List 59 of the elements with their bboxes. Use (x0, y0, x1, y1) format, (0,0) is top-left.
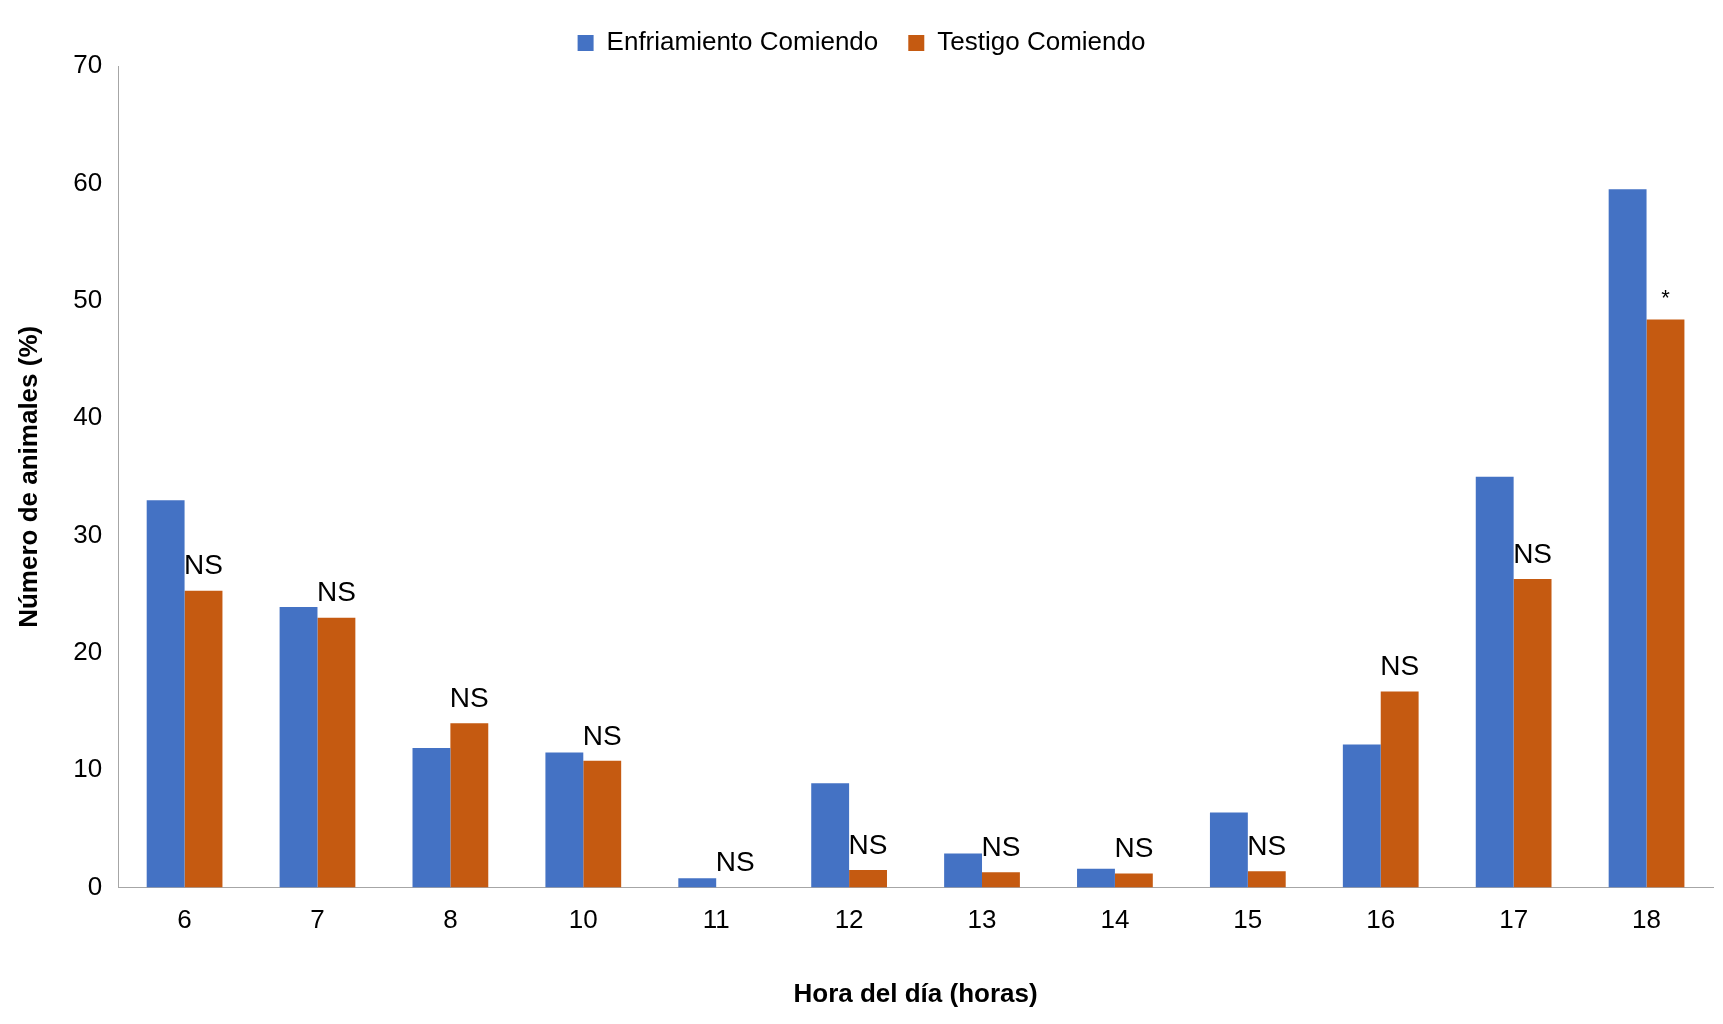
bar (545, 752, 584, 888)
annotation: NS (316, 576, 356, 608)
bar (1209, 812, 1248, 888)
legend-label: Testigo Comiendo (937, 26, 1146, 57)
y-tick-label: 10 (73, 753, 103, 784)
x-tick-label: 18 (1632, 904, 1662, 935)
y-tick-label: 40 (73, 401, 103, 432)
x-tick-label: 11 (702, 904, 730, 935)
x-tick-label: 17 (1499, 904, 1529, 935)
bar (1114, 873, 1153, 888)
bar (1513, 578, 1552, 888)
y-tick-label: 20 (73, 636, 103, 667)
annotation: NS (1380, 650, 1420, 682)
annotation: NS (184, 549, 223, 581)
annotation: NS (582, 719, 622, 751)
y-tick-label: 0 (87, 870, 103, 901)
x-tick-label: 10 (568, 904, 598, 935)
x-tick-label: 8 (443, 904, 458, 935)
annotation: NS (848, 828, 888, 860)
x-tick-label: 7 (310, 904, 325, 935)
bar (1646, 319, 1685, 888)
x-tick-label: 12 (834, 904, 864, 935)
x-tick-label: 15 (1233, 904, 1263, 935)
bar (811, 783, 850, 888)
y-axis-title: Número de animales (%) (12, 325, 43, 628)
x-tick-label: 16 (1366, 904, 1396, 935)
bar (1077, 868, 1115, 888)
bar (450, 723, 489, 888)
legend-label: Enfriamiento Comiendo (606, 26, 879, 57)
annotation: NS (449, 682, 489, 713)
bar (1608, 189, 1647, 888)
bar (412, 747, 451, 888)
annotation: NS (1247, 829, 1287, 861)
bar (1342, 744, 1381, 888)
y-tick-label: 50 (73, 283, 103, 314)
bar (678, 878, 717, 888)
annotation: * (1661, 284, 1671, 310)
bar (317, 617, 356, 888)
bar (1247, 871, 1286, 888)
x-axis-title: Hora del día (horas) (793, 977, 1038, 1008)
bar (1475, 476, 1514, 888)
bar (146, 500, 185, 888)
bar (944, 853, 983, 888)
annotation: NS (715, 846, 755, 878)
y-tick-label: 60 (73, 166, 103, 197)
x-tick-label: 13 (967, 904, 997, 935)
bar (982, 872, 1020, 888)
bar (583, 760, 622, 888)
bar (849, 869, 887, 888)
y-tick-label: 70 (73, 49, 103, 80)
bar (184, 590, 223, 888)
x-tick-label: 14 (1100, 904, 1130, 935)
annotation: NS (1114, 832, 1154, 864)
y-tick-label: 30 (73, 518, 103, 549)
bar (279, 607, 318, 888)
bar (1380, 691, 1419, 888)
annotation: NS (981, 831, 1021, 863)
x-tick-label: 6 (177, 904, 192, 935)
annotation: NS (1513, 537, 1553, 569)
